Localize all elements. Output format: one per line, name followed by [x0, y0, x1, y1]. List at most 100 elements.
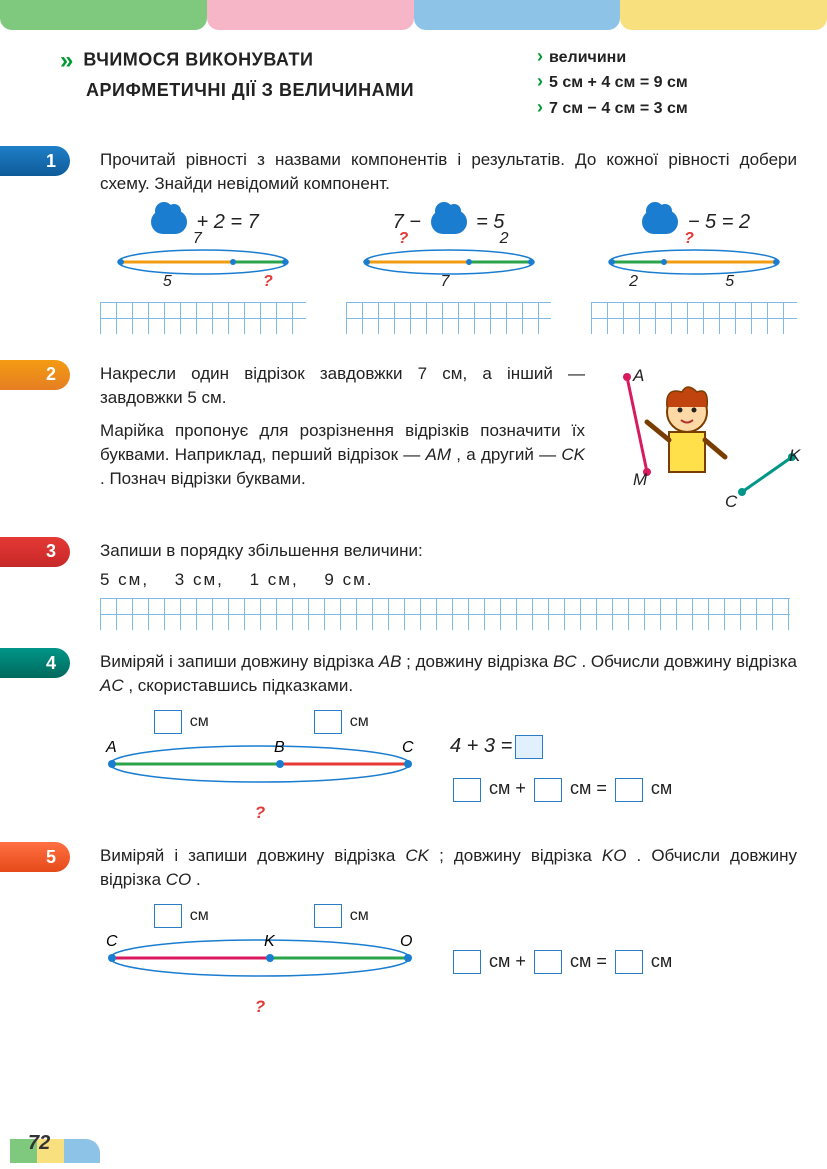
top-tabs [0, 0, 827, 30]
equation: − 5 = 2 [591, 208, 797, 236]
calculation: 4 + 3 = см + см = см [450, 732, 672, 801]
segment-name: CK [405, 846, 429, 865]
cloud-icon [642, 210, 678, 234]
tab-color [207, 0, 414, 30]
page-decoration [10, 1139, 100, 1163]
diagram-label: 2 [629, 271, 638, 293]
eq-text: см [651, 778, 672, 798]
diagram: 7 5 ? [113, 242, 293, 282]
point-label: M [633, 468, 647, 492]
diagram-label: ? [399, 228, 409, 250]
diagram: ? 2 7 [359, 242, 539, 282]
value-list: 5 см, 3 см, 1 см, 9 см. [100, 568, 797, 592]
key-item: 7 см − 4 см = 3 см [549, 100, 688, 117]
segment-diagram: см см C K O ? [100, 904, 420, 1019]
segment-name: BC [553, 652, 577, 671]
text-span: ; довжину відрізка [406, 652, 553, 671]
box-label: см [100, 904, 260, 928]
segment-name: CK [561, 445, 585, 464]
task-3: 3 Запиши в порядку збільшення величини: … [0, 533, 827, 637]
point-label: C [725, 490, 737, 514]
task-4: 4 Виміряй і запиши довжину відрізка AB ;… [0, 644, 827, 830]
unit: см [190, 713, 209, 730]
tab-color [0, 0, 207, 30]
unit: см [350, 907, 369, 924]
segment-diagram: см см A B C ? [100, 710, 420, 825]
text-span: , скориставшись підказками. [128, 676, 353, 695]
task-badge: 5 [0, 842, 70, 872]
tab-color [620, 0, 827, 30]
eq-part: + 2 = 7 [196, 211, 258, 233]
question-mark: ? [100, 801, 420, 825]
eq-text: 4 + 3 = [450, 735, 512, 757]
task-paragraph: Накресли один відрізок завдовжки 7 см, а… [100, 362, 585, 410]
title-line: ВЧИМОСЯ ВИКОНУВАТИ [83, 50, 313, 70]
svg-text:C: C [402, 739, 414, 756]
answer-grid [100, 302, 306, 334]
svg-text:B: B [274, 739, 285, 756]
equation: 7 − = 5 [346, 208, 552, 236]
question-mark: ? [100, 995, 420, 1019]
eq-part: − 5 = 2 [688, 211, 750, 233]
segment-name: CO [166, 870, 192, 889]
text-span: , а другий — [456, 445, 561, 464]
cloud-icon [151, 210, 187, 234]
title-line: АРИФМЕТИЧНІ ДІЇ З ВЕЛИЧИНАМИ [86, 80, 414, 100]
task-2: 2 Накресли один відрізок завдовжки 7 см,… [0, 356, 827, 525]
segment-name: KO [602, 846, 627, 865]
text-span: . Познач відрізки буквами. [100, 469, 306, 488]
text-span: . Обчисли довжину відрізка [581, 652, 797, 671]
answer-grid [591, 302, 797, 334]
box-label: см [100, 710, 260, 734]
segment-name: AC [100, 676, 124, 695]
diagram: ? 2 5 [604, 242, 784, 282]
segment-figure: см см C K O ? см + см = см [100, 904, 797, 1019]
point-label: A [633, 364, 644, 388]
eq-text: см + [489, 951, 526, 971]
svg-text:A: A [105, 739, 117, 756]
segment-name: AB [379, 652, 402, 671]
unit: см [190, 907, 209, 924]
box-label: см [260, 904, 420, 928]
task-text: Виміряй і запиши довжину відрізка AB ; д… [100, 650, 797, 698]
fill-equation: см + см = см [450, 776, 672, 801]
text-span: . [196, 870, 201, 889]
diagram-label: 5 [725, 271, 734, 293]
task-number: 1 [46, 149, 56, 174]
task-paragraph: Марійка пропонує для розрізнення відрізк… [100, 419, 585, 490]
task-5: 5 Виміряй і запиши довжину відрізка CK ;… [0, 838, 827, 1024]
equations-row: + 2 = 7 7 5 ? 7 − [100, 208, 797, 334]
box-label: см [260, 710, 420, 734]
key-item: величини [549, 49, 626, 66]
task-number: 5 [46, 845, 56, 870]
text-span: Виміряй і запиши довжину відрізка [100, 652, 379, 671]
task-number: 3 [46, 539, 56, 564]
key-item: 5 см + 4 см = 9 см [549, 74, 688, 91]
header: » ВЧИМОСЯ ВИКОНУВАТИ АРИФМЕТИЧНІ ДІЇ З В… [0, 30, 827, 134]
illustration: A M K C [597, 362, 797, 519]
key-facts: ›величини ›5 см + 4 см = 9 см ›7 см − 4 … [537, 44, 797, 120]
text-span: Виміряй і запиши довжину відрізка [100, 846, 405, 865]
eq-text: см [651, 951, 672, 971]
fill-equation: см + см = см [450, 949, 672, 974]
equation-col: − 5 = 2 ? 2 5 [591, 208, 797, 334]
task-1: 1 Прочитай рівності з назвами компоненті… [0, 142, 827, 348]
answer-grid [346, 302, 552, 334]
chevron-icon: › [537, 46, 543, 66]
diagram-label: 5 [163, 271, 172, 293]
task-badge: 3 [0, 537, 70, 567]
eq-text: см = [570, 951, 607, 971]
diagram-label: ? [684, 228, 694, 250]
point-label: K [789, 444, 800, 468]
answer-grid [100, 598, 790, 630]
equation: + 2 = 7 [100, 208, 306, 236]
svg-text:O: O [400, 933, 412, 950]
page-title: » ВЧИМОСЯ ВИКОНУВАТИ АРИФМЕТИЧНІ ДІЇ З В… [60, 44, 537, 103]
task-text: Накресли один відрізок завдовжки 7 см, а… [100, 362, 585, 519]
unit: см [350, 713, 369, 730]
cloud-icon [431, 210, 467, 234]
eq-text: см + [489, 778, 526, 798]
chevron-icon: › [537, 71, 543, 91]
diagram-label: 7 [193, 228, 202, 250]
task-text: Запиши в порядку збільшення величини: [100, 539, 797, 563]
